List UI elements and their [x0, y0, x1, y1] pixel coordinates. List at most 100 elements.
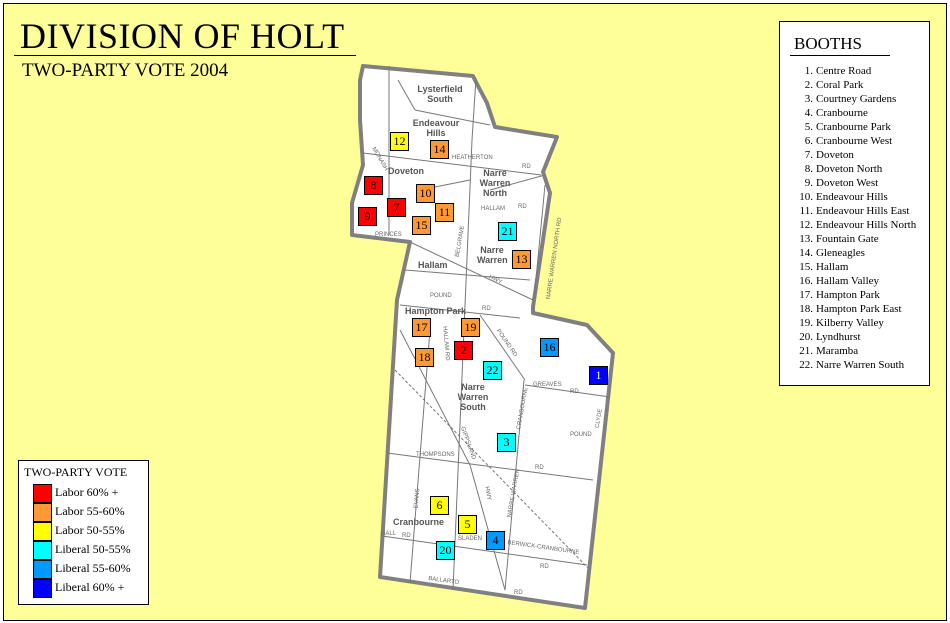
road-line	[471, 77, 477, 141]
legend-swatch	[33, 502, 52, 522]
booth-list-item: 17. Hampton Park	[780, 288, 916, 302]
booth-list-item: 18. Hampton Park East	[780, 302, 916, 316]
legend-title: TWO-PARTY VOTE	[24, 465, 128, 479]
place-label: Hampton Park	[405, 306, 467, 316]
road-line	[409, 241, 534, 301]
road-label: RD	[570, 389, 579, 395]
road-label: GREAVES	[533, 382, 562, 388]
booth-name: Kilberry Valley	[816, 317, 884, 329]
legend-item: Liberal 50-55%	[33, 540, 131, 560]
booth-list-item: 11. Endeavour Hills East	[780, 204, 916, 218]
booth-list-item: 3. Courtney Gardens	[780, 92, 916, 106]
booth-number: 19.	[799, 317, 813, 329]
booth-number: 6.	[804, 135, 813, 147]
booth-number: 7.	[804, 149, 813, 161]
road-line	[504, 379, 525, 591]
booth-number: 8.	[804, 163, 813, 175]
booth-number: 15.	[799, 261, 813, 273]
legend-label: Labor 55-60%	[55, 504, 125, 518]
booth-list-item: 16. Hallam Valley	[780, 274, 916, 288]
booth-name: Coral Park	[816, 79, 864, 91]
booth-marker[interactable]: 3	[497, 433, 516, 452]
booth-name: Doveton North	[816, 163, 883, 175]
booth-marker[interactable]: 4	[486, 531, 505, 550]
place-label: Narre Warren	[477, 245, 508, 265]
road-label: RD	[535, 465, 544, 471]
booth-marker[interactable]: 16	[540, 338, 559, 357]
legend-item: Labor 55-60%	[33, 502, 125, 522]
booth-list-item: 5. Cranbourne Park	[780, 120, 916, 134]
booth-marker[interactable]: 9	[358, 207, 377, 226]
road-line	[399, 304, 521, 319]
legend-label: Liberal 50-55%	[55, 542, 131, 556]
booth-list: 1. Centre Road 2. Coral Park 3. Courtney Gard…	[780, 64, 916, 372]
title-underline	[14, 55, 356, 56]
booth-name: Endeavour Hills North	[816, 219, 917, 231]
road-line	[489, 174, 546, 191]
place-label: Endeavour Hills	[412, 118, 460, 138]
booth-marker[interactable]: 6	[430, 496, 449, 515]
road-label: RD	[540, 564, 549, 570]
booth-marker[interactable]: 5	[458, 515, 477, 534]
legend-label: Liberal 55-60%	[55, 561, 131, 575]
booth-number: 2.	[804, 79, 813, 91]
booth-list-item: 4. Cranbourne	[780, 106, 916, 120]
road-line	[524, 384, 611, 398]
booth-list-item: 13. Fountain Gate	[780, 232, 916, 246]
road-label: PRINCES	[375, 232, 402, 238]
booth-marker[interactable]: 20	[436, 541, 455, 560]
place-label: Lysterfield South	[417, 84, 463, 104]
booth-marker[interactable]: 17	[412, 318, 431, 337]
road-line	[532, 184, 546, 311]
booth-list-item: 9. Doveton West	[780, 176, 916, 190]
booth-number: 12.	[799, 219, 813, 231]
booth-marker[interactable]: 1	[589, 366, 608, 385]
place-label: Narre Warren North	[479, 168, 511, 198]
road-label: RD	[514, 590, 523, 596]
legend-swatch	[33, 521, 52, 541]
booth-list-item: 12. Endeavour Hills North	[780, 218, 916, 232]
booth-list-item: 8. Doveton North	[780, 162, 916, 176]
legend-label: Labor 60% +	[55, 485, 119, 499]
booth-marker[interactable]: 14	[430, 140, 449, 159]
legend-label: Labor 50-55%	[55, 523, 125, 537]
booth-marker[interactable]: 2	[454, 341, 473, 360]
booth-name: Cranbourne West	[816, 135, 893, 147]
booth-list-item: 19. Kilberry Valley	[780, 316, 916, 330]
booth-marker[interactable]: 13	[512, 250, 531, 269]
booth-marker[interactable]: 12	[390, 132, 409, 151]
booth-marker[interactable]: 19	[461, 318, 480, 337]
booth-marker[interactable]: 22	[483, 361, 502, 380]
booth-name: Lyndhurst	[816, 331, 861, 343]
road-line	[362, 152, 542, 176]
booth-marker[interactable]: 8	[364, 176, 383, 195]
booth-name: Doveton	[816, 149, 854, 161]
booth-number: 10.	[799, 191, 813, 203]
booths-heading-underline	[790, 55, 890, 56]
legend-swatch	[33, 559, 52, 579]
booth-number: 17.	[799, 289, 813, 301]
road-label: HALL	[381, 531, 397, 537]
road-line	[404, 269, 531, 281]
booth-name: Fountain Gate	[816, 233, 879, 245]
booth-marker[interactable]: 10	[416, 184, 435, 203]
booth-marker[interactable]: 18	[415, 348, 434, 367]
road-line	[469, 464, 506, 591]
booth-marker[interactable]: 21	[498, 222, 517, 241]
road-label: POUND	[430, 293, 452, 299]
booth-name: Narre Warren South	[816, 359, 905, 371]
legend-item: Labor 50-55%	[33, 521, 125, 541]
booth-marker[interactable]: 11	[435, 203, 454, 222]
booth-marker[interactable]: 7	[387, 198, 406, 217]
booth-number: 3.	[804, 93, 813, 105]
railway-line	[394, 369, 591, 571]
booth-list-item: 14. Gleneagles	[780, 246, 916, 260]
place-label: Narre Warren South	[457, 382, 489, 412]
booth-name: Endeavour Hills East	[816, 205, 910, 217]
legend-swatch	[33, 540, 52, 560]
road-line	[399, 329, 471, 466]
road-label: POUND	[570, 432, 592, 438]
booth-list-item: 6. Cranbourne West	[780, 134, 916, 148]
booth-marker[interactable]: 15	[412, 216, 431, 235]
booth-list-item: 2. Coral Park	[780, 78, 916, 92]
